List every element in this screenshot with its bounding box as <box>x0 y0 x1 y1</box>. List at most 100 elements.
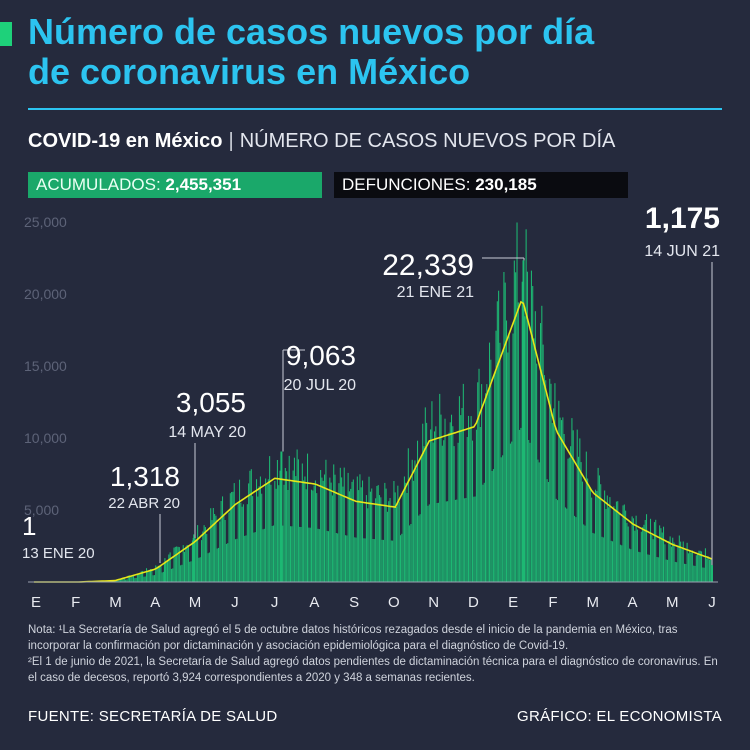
x-tick-label: A <box>627 594 637 611</box>
annotation-date: 20 JUL 20 <box>284 377 356 394</box>
daily-case-bar <box>345 535 347 582</box>
daily-case-bar <box>246 504 248 582</box>
daily-case-bar <box>301 463 303 582</box>
daily-case-bar <box>324 474 326 582</box>
daily-case-bar <box>508 335 510 582</box>
daily-case-bar <box>554 383 556 582</box>
daily-case-bar <box>657 557 659 582</box>
daily-case-bar <box>352 479 354 582</box>
daily-case-bar <box>355 537 357 582</box>
daily-case-bar <box>667 559 669 582</box>
daily-case-bar <box>360 487 362 582</box>
daily-case-bar <box>536 363 538 582</box>
daily-case-bar <box>265 478 267 582</box>
source-credit: FUENTE: SECRETARÍA DE SALUD <box>28 708 278 725</box>
daily-case-bar <box>329 477 331 582</box>
daily-case-bar <box>259 476 261 582</box>
daily-case-bar <box>393 481 395 582</box>
annotation-date: 13 ENE 20 <box>22 545 95 562</box>
daily-case-bar <box>367 508 369 582</box>
daily-case-bar <box>184 551 186 582</box>
daily-case-bar <box>597 467 599 582</box>
daily-case-bar <box>499 342 501 582</box>
daily-case-bar <box>174 546 176 582</box>
daily-case-bar <box>643 524 645 582</box>
daily-case-bar <box>212 508 214 582</box>
daily-case-bar <box>309 527 311 582</box>
daily-case-bar <box>656 557 658 582</box>
daily-case-bar <box>290 526 292 582</box>
daily-case-bar <box>534 311 536 582</box>
daily-case-bar <box>275 488 277 582</box>
x-tick-label: O <box>388 594 400 611</box>
daily-case-bar <box>699 550 701 582</box>
daily-case-bar <box>333 464 335 582</box>
daily-case-bar <box>295 476 297 582</box>
daily-case-bar <box>456 499 458 582</box>
daily-case-bar <box>681 549 683 582</box>
daily-case-bar <box>169 552 171 582</box>
daily-case-bar <box>390 540 392 582</box>
daily-case-bar <box>553 408 555 582</box>
daily-case-bar <box>229 493 231 582</box>
annotated-case-bar <box>163 563 166 582</box>
daily-case-bar <box>562 417 564 582</box>
x-tick-label: M <box>666 594 679 611</box>
daily-case-bar <box>697 553 699 582</box>
daily-case-bar <box>407 448 409 582</box>
daily-case-bar <box>379 495 381 582</box>
defunciones-value: 230,185 <box>475 175 537 194</box>
daily-case-bar <box>479 427 481 582</box>
daily-case-bar <box>432 442 434 582</box>
x-tick-label: D <box>468 594 479 611</box>
daily-case-bar <box>672 537 674 582</box>
daily-case-bar <box>579 438 581 582</box>
daily-case-bar <box>638 551 640 582</box>
daily-case-bar <box>420 455 422 582</box>
daily-case-bar <box>581 481 583 582</box>
daily-case-bar <box>178 547 180 582</box>
daily-case-bar <box>118 578 120 582</box>
daily-case-bar <box>639 552 641 582</box>
daily-case-bar <box>358 490 360 582</box>
daily-case-bar <box>491 471 493 582</box>
daily-case-bar <box>117 580 119 582</box>
daily-case-bar <box>123 577 125 582</box>
daily-case-bar <box>337 533 339 582</box>
daily-case-bar <box>204 527 206 582</box>
footnote-line-1: Nota: ¹La Secretaría de Salud agregó el … <box>28 624 678 652</box>
daily-case-bar <box>297 459 299 582</box>
daily-case-bar <box>369 491 371 582</box>
daily-case-bar <box>448 432 450 582</box>
daily-case-bar <box>282 525 284 582</box>
daily-case-bar <box>242 504 244 582</box>
daily-case-bar <box>365 495 367 582</box>
daily-case-bar <box>286 471 288 582</box>
daily-case-bar <box>400 535 402 582</box>
daily-case-bar <box>239 479 241 582</box>
daily-case-bar <box>574 515 576 582</box>
daily-case-bar <box>215 515 217 582</box>
daily-case-bar <box>506 320 508 582</box>
daily-case-bar <box>271 525 273 582</box>
daily-case-bar <box>153 575 155 582</box>
daily-case-bar <box>406 493 408 582</box>
daily-case-bar <box>316 493 318 582</box>
daily-case-bar <box>627 526 629 582</box>
daily-case-bar <box>385 488 387 582</box>
daily-case-bar <box>690 552 692 582</box>
daily-case-bar <box>567 458 569 582</box>
daily-case-bar <box>256 479 258 582</box>
daily-case-bar <box>138 574 140 582</box>
daily-case-bar <box>541 305 543 582</box>
daily-case-bar <box>202 531 204 582</box>
annotation-value: 1,175 <box>645 202 720 235</box>
daily-case-bar <box>640 531 642 582</box>
daily-case-bar <box>464 498 466 582</box>
daily-case-bar <box>466 437 468 582</box>
daily-case-bar <box>625 510 627 582</box>
daily-case-bar <box>478 368 480 582</box>
daily-case-bar <box>140 571 142 582</box>
daily-case-bar <box>642 527 644 582</box>
daily-case-bar <box>134 578 136 582</box>
